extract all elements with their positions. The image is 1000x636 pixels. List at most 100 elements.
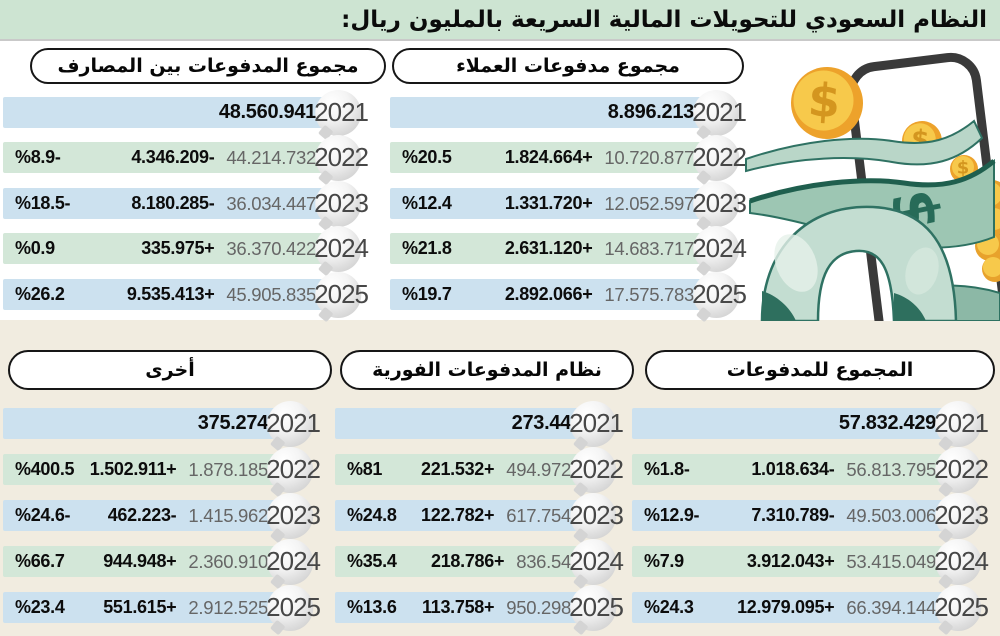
value-cell: 57.832.429 [838, 412, 936, 434]
year-label: 2025 [569, 592, 624, 622]
sphere-icon [267, 584, 314, 631]
year-badge: 2025 [692, 271, 747, 318]
table-row: 12.052.597 1.331.720+ %12.4 2023 [390, 180, 747, 227]
table-row: 836.54 218.786+ %35.4 2024 [335, 538, 624, 585]
value-cell: 494.972 [506, 458, 571, 480]
year-badge: 2024 [692, 225, 747, 272]
year-label: 2021 [692, 97, 747, 127]
value-cell: 48.560.941 [218, 101, 316, 123]
change-cell: 462.223- [107, 505, 177, 525]
value-cell: 49.503.006 [846, 504, 936, 526]
change-cell: 3.912.043+ [746, 551, 835, 571]
percent-cell: %66.7 [15, 551, 65, 571]
year-badge: 2022 [569, 446, 624, 493]
year-label: 2022 [692, 142, 747, 172]
value-cell: 617.754 [506, 504, 571, 526]
sphere-icon [935, 492, 982, 539]
year-badge: 2022 [314, 134, 369, 181]
percent-cell: %13.6 [347, 597, 397, 617]
year-label: 2022 [569, 454, 624, 484]
sphere-icon [267, 446, 314, 493]
value-cell: 2.912.525 [188, 596, 268, 618]
year-label: 2024 [314, 233, 369, 263]
percent-cell: %12.9- [644, 505, 700, 525]
table-row: 36.034.447 8.180.285- %18.5- 2023 [3, 180, 369, 227]
change-cell: 944.948+ [103, 551, 177, 571]
table-row: 8.896.213 2021 [390, 89, 747, 136]
percent-cell: %7.9 [644, 551, 684, 571]
table-row: 10.720.877 1.824.664+ %20.5 2022 [390, 134, 747, 181]
value-cell: 10.720.877 [604, 146, 694, 168]
change-cell: 8.180.285- [131, 193, 215, 213]
change-cell: 113.758+ [422, 597, 495, 617]
value-cell: 53.415.049 [846, 550, 936, 572]
value-cell: 36.370.422 [226, 237, 316, 259]
year-badge: 2021 [569, 400, 624, 447]
percent-cell: %19.7 [402, 284, 452, 304]
sphere-icon [570, 446, 617, 493]
table-row: 494.972 221.532+ %81 2022 [335, 446, 624, 493]
sphere-icon [570, 538, 617, 585]
value-cell: 1.415.962 [188, 504, 268, 526]
year-label: 2025 [692, 279, 747, 309]
change-cell: 1.018.634- [751, 459, 835, 479]
year-badge: 2025 [314, 271, 369, 318]
percent-cell: %26.2 [15, 284, 65, 304]
panel-title: مجموع المدفوعات بين المصارف [57, 55, 359, 77]
table-row: 1.415.962 462.223- %24.6- 2023 [3, 492, 321, 539]
table-row: 44.214.732 4.346.209- %8.9- 2022 [3, 134, 369, 181]
table-row: 49.503.006 7.310.789- %12.9- 2023 [632, 492, 989, 539]
table-row: 950.298 113.758+ %13.6 2025 [335, 584, 624, 631]
sphere-icon [267, 538, 314, 585]
value-cell: 836.54 [516, 550, 571, 572]
year-label: 2021 [934, 408, 989, 438]
value-cell: 1.878.185 [188, 458, 268, 480]
year-badge: 2023 [266, 492, 321, 539]
panel-header-instant: نظام المدفوعات الفورية [340, 350, 634, 390]
banknote-icon [745, 119, 984, 173]
year-badge: 2023 [692, 180, 747, 227]
change-cell: 9.535.413+ [126, 284, 215, 304]
year-label: 2021 [266, 408, 321, 438]
table-row: 375.274 2021 [3, 400, 321, 447]
change-cell: 2.631.120+ [504, 238, 593, 258]
value-cell: 12.052.597 [604, 192, 694, 214]
year-label: 2023 [692, 188, 747, 218]
sphere-icon [693, 180, 740, 227]
year-label: 2025 [934, 592, 989, 622]
year-badge: 2024 [569, 538, 624, 585]
value-cell: 14.683.717 [604, 237, 694, 259]
sphere-icon [267, 492, 314, 539]
year-label: 2023 [569, 500, 624, 530]
sphere-icon [315, 89, 362, 136]
sphere-icon [693, 271, 740, 318]
table-row: 2.360.910 944.948+ %66.7 2024 [3, 538, 321, 585]
panel-title: نظام المدفوعات الفورية [372, 359, 602, 381]
year-badge: 2024 [266, 538, 321, 585]
title-bar: النظام السعودي للتحويلات المالية السريعة… [0, 0, 1000, 41]
table-row: 14.683.717 2.631.120+ %21.8 2024 [390, 225, 747, 272]
percent-cell: %35.4 [347, 551, 397, 571]
year-label: 2023 [314, 188, 369, 218]
year-badge: 2022 [934, 446, 989, 493]
value-cell: 17.575.783 [604, 283, 694, 305]
year-badge: 2022 [266, 446, 321, 493]
change-cell: 1.331.720+ [504, 193, 593, 213]
year-label: 2023 [266, 500, 321, 530]
sphere-icon [315, 225, 362, 272]
change-cell: 4.346.209- [131, 147, 215, 167]
table-row: 617.754 122.782+ %24.8 2023 [335, 492, 624, 539]
panel-header-other: أخرى [8, 350, 332, 390]
percent-cell: %8.9- [15, 147, 61, 167]
year-label: 2022 [266, 454, 321, 484]
sphere-icon [315, 271, 362, 318]
panel-title: المجموع للمدفوعات [726, 359, 914, 381]
year-badge: 2023 [314, 180, 369, 227]
change-cell: 2.892.066+ [504, 284, 593, 304]
value-cell: 45.905.835 [226, 283, 316, 305]
change-cell: 551.615+ [103, 597, 177, 617]
year-label: 2025 [314, 279, 369, 309]
percent-cell: %24.8 [347, 505, 397, 525]
percent-cell: %24.6- [15, 505, 71, 525]
percent-cell: %1.8- [644, 459, 690, 479]
